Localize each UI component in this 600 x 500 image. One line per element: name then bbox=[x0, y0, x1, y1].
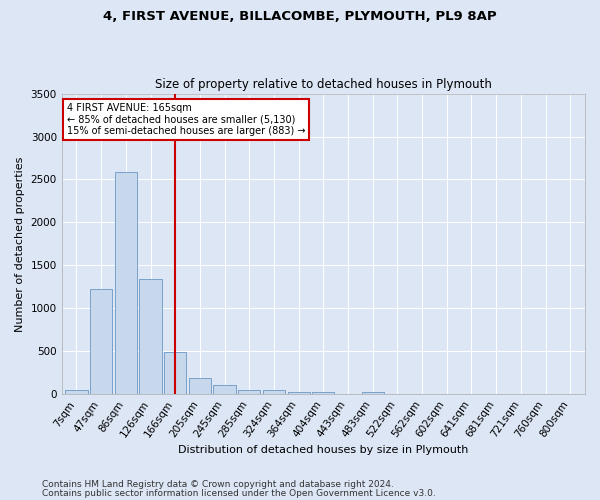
Y-axis label: Number of detached properties: Number of detached properties bbox=[15, 156, 25, 332]
Bar bbox=[139, 279, 161, 394]
Title: Size of property relative to detached houses in Plymouth: Size of property relative to detached ho… bbox=[155, 78, 492, 91]
Bar bbox=[238, 390, 260, 394]
Text: Contains HM Land Registry data © Crown copyright and database right 2024.: Contains HM Land Registry data © Crown c… bbox=[42, 480, 394, 489]
Text: Contains public sector information licensed under the Open Government Licence v3: Contains public sector information licen… bbox=[42, 488, 436, 498]
Bar bbox=[65, 390, 88, 394]
Text: 4, FIRST AVENUE, BILLACOMBE, PLYMOUTH, PL9 8AP: 4, FIRST AVENUE, BILLACOMBE, PLYMOUTH, P… bbox=[103, 10, 497, 23]
X-axis label: Distribution of detached houses by size in Plymouth: Distribution of detached houses by size … bbox=[178, 445, 469, 455]
Bar bbox=[214, 385, 236, 394]
Bar bbox=[287, 392, 310, 394]
Bar bbox=[115, 172, 137, 394]
Bar bbox=[362, 392, 384, 394]
Bar bbox=[164, 352, 187, 395]
Bar bbox=[189, 378, 211, 394]
Text: 4 FIRST AVENUE: 165sqm
← 85% of detached houses are smaller (5,130)
15% of semi-: 4 FIRST AVENUE: 165sqm ← 85% of detached… bbox=[67, 102, 305, 136]
Bar bbox=[312, 392, 334, 394]
Bar bbox=[263, 390, 285, 394]
Bar bbox=[90, 288, 112, 395]
